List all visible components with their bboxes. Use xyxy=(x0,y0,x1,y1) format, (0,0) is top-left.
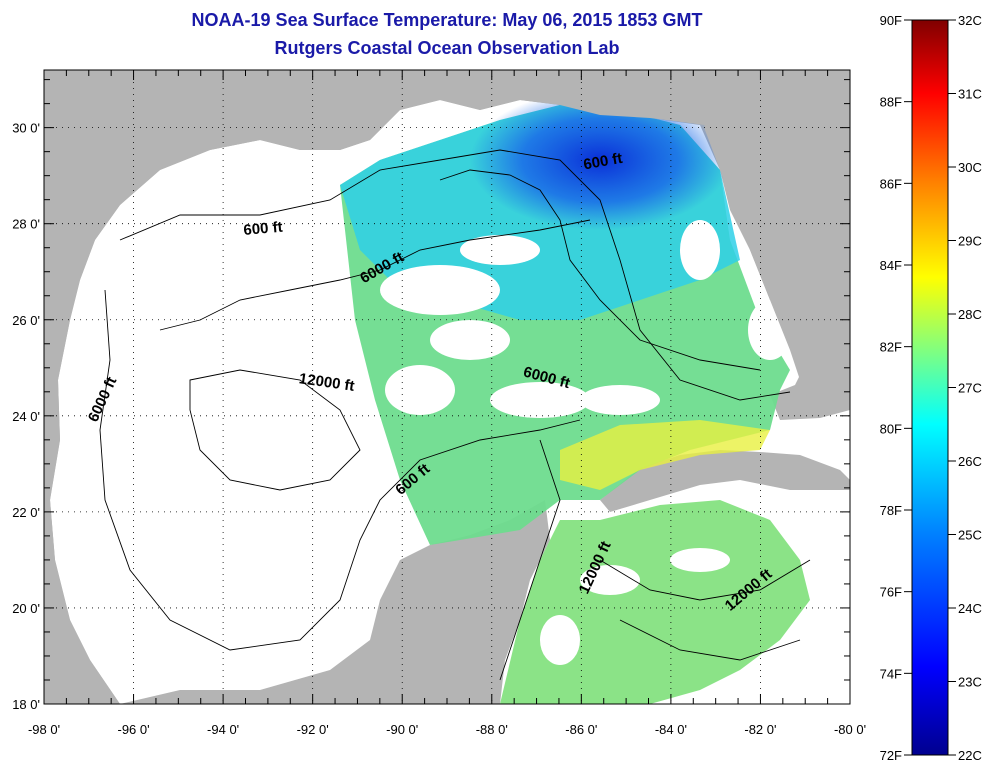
y-axis-labels: 30 0' 28 0' 26 0' 24 0' 22 0' 20 0' 18 0' xyxy=(12,121,40,712)
y-tick-label: 22 0' xyxy=(12,505,40,520)
colorbar-c-label: 29C xyxy=(958,234,982,249)
cuba-island xyxy=(600,450,850,512)
x-tick-label: -86 0' xyxy=(565,722,597,737)
colorbar-c-label: 31C xyxy=(958,87,982,102)
x-tick-label: -80 0' xyxy=(834,722,866,737)
x-tick-label: -96 0' xyxy=(117,722,149,737)
colorbar-f-label: 88F xyxy=(880,95,902,110)
map-subtitle: Rutgers Coastal Ocean Observation Lab xyxy=(274,38,620,58)
colorbar-f-label: 80F xyxy=(880,421,902,436)
x-axis-labels: -98 0' -96 0' -94 0' -92 0' -90 0' -88 0' -86 … xyxy=(28,722,866,737)
colorbar xyxy=(911,19,949,756)
colorbar-c-label: 32C xyxy=(958,13,982,28)
sst-caribbean-green xyxy=(500,500,810,704)
colorbar-f-label: 86F xyxy=(880,176,902,191)
yucatan-peninsula xyxy=(380,500,550,704)
y-tick-label: 18 0' xyxy=(12,697,40,712)
x-tick-label: -84 0' xyxy=(655,722,687,737)
colorbar-ticks xyxy=(904,19,956,756)
x-tick-label: -88 0' xyxy=(476,722,508,737)
map-ticks xyxy=(43,70,851,705)
x-tick-label: -92 0' xyxy=(297,722,329,737)
map-grid xyxy=(44,70,850,704)
colorbar-c-label: 25C xyxy=(958,528,982,543)
colorbar-f-label: 74F xyxy=(880,666,902,681)
colorbar-c-label: 24C xyxy=(958,601,982,616)
florida-peninsula xyxy=(700,70,850,410)
mexico-land xyxy=(120,600,380,704)
x-tick-label: -94 0' xyxy=(207,722,239,737)
colorbar-fahrenheit-labels: 90F 88F 86F 84F 82F 80F 78F 76F 74F 72F xyxy=(880,13,902,763)
colorbar-f-label: 78F xyxy=(880,503,902,518)
y-tick-label: 30 0' xyxy=(12,121,40,136)
colorbar-f-label: 82F xyxy=(880,340,902,355)
x-tick-label: -98 0' xyxy=(28,722,60,737)
colorbar-f-label: 90F xyxy=(880,13,902,28)
contour-depth-label: 600 ft xyxy=(243,219,284,239)
colorbar-c-label: 22C xyxy=(958,748,982,763)
cloud-mask xyxy=(380,220,792,665)
x-tick-label: -90 0' xyxy=(386,722,418,737)
sst-warm-yellow-band xyxy=(560,420,770,490)
y-tick-label: 20 0' xyxy=(12,601,40,616)
colorbar-c-label: 27C xyxy=(958,381,982,396)
sst-cold-water-northeast xyxy=(470,90,730,230)
y-tick-label: 28 0' xyxy=(12,217,40,232)
colorbar-f-label: 72F xyxy=(880,748,902,763)
colorbar-f-label: 84F xyxy=(880,258,902,273)
colorbar-c-label: 26C xyxy=(958,454,982,469)
map-title: NOAA-19 Sea Surface Temperature: May 06,… xyxy=(191,10,703,30)
colorbar-f-label: 76F xyxy=(880,585,902,600)
contour-depth-label: 600 ft xyxy=(582,150,624,174)
x-tick-label: -82 0' xyxy=(744,722,776,737)
colorbar-c-label: 28C xyxy=(958,307,982,322)
bathymetry-contours xyxy=(99,149,811,681)
y-tick-label: 24 0' xyxy=(12,409,40,424)
colorbar-celsius-labels: 32C 31C 30C 29C 28C 27C 26C 25C 24C 23C 22C xyxy=(958,13,982,763)
us-gulf-coast xyxy=(44,70,705,704)
colorbar-c-label: 30C xyxy=(958,160,982,175)
colorbar-c-label: 23C xyxy=(958,675,982,690)
y-tick-label: 26 0' xyxy=(12,313,40,328)
